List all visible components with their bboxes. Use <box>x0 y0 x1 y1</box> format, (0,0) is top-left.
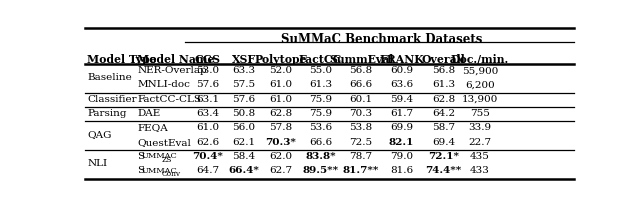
Text: S: S <box>137 152 144 161</box>
Text: 13,900: 13,900 <box>461 95 498 104</box>
Text: QAG: QAG <box>88 131 112 139</box>
Text: FEQA: FEQA <box>137 123 168 132</box>
Text: 62.7: 62.7 <box>269 166 292 175</box>
Text: XSF: XSF <box>232 54 256 65</box>
Text: Model Name: Model Name <box>137 54 214 65</box>
Text: 63.3: 63.3 <box>232 66 255 75</box>
Text: 63.4: 63.4 <box>196 109 220 118</box>
Text: 62.6: 62.6 <box>196 138 220 147</box>
Text: 58.4: 58.4 <box>232 152 255 161</box>
Text: 55.0: 55.0 <box>309 66 332 75</box>
Text: 75.9: 75.9 <box>309 109 332 118</box>
Text: 61.7: 61.7 <box>390 109 413 118</box>
Text: 70.3*: 70.3* <box>266 138 296 147</box>
Text: 22.7: 22.7 <box>468 138 492 147</box>
Text: 69.9: 69.9 <box>390 123 413 132</box>
Text: Parsing: Parsing <box>88 109 127 118</box>
Text: 62.1: 62.1 <box>232 138 255 147</box>
Text: 63.1: 63.1 <box>196 95 220 104</box>
Text: S: S <box>137 166 144 175</box>
Text: 62.8: 62.8 <box>269 109 292 118</box>
Text: 61.0: 61.0 <box>269 80 292 89</box>
Text: 33.9: 33.9 <box>468 123 492 132</box>
Text: 56.0: 56.0 <box>232 123 255 132</box>
Text: 61.0: 61.0 <box>196 123 220 132</box>
Text: 78.7: 78.7 <box>349 152 372 161</box>
Text: 59.4: 59.4 <box>390 95 413 104</box>
Text: NER-Overlap: NER-Overlap <box>137 66 207 75</box>
Text: ZS: ZS <box>162 156 172 164</box>
Text: 83.8*: 83.8* <box>305 152 336 161</box>
Text: 62.8: 62.8 <box>432 95 455 104</box>
Text: 57.6: 57.6 <box>196 80 220 89</box>
Text: 62.0: 62.0 <box>269 152 292 161</box>
Text: 60.1: 60.1 <box>349 95 372 104</box>
Text: 69.4: 69.4 <box>432 138 455 147</box>
Text: 66.6: 66.6 <box>309 138 332 147</box>
Text: FRANK: FRANK <box>379 54 424 65</box>
Text: 66.4*: 66.4* <box>228 166 259 175</box>
Text: 58.7: 58.7 <box>432 123 455 132</box>
Text: Polytope: Polytope <box>255 54 307 65</box>
Text: 61.3: 61.3 <box>432 80 455 89</box>
Text: CGS: CGS <box>195 54 221 65</box>
Text: Baseline: Baseline <box>88 73 132 82</box>
Text: DAE: DAE <box>137 109 160 118</box>
Text: UMMAC: UMMAC <box>142 167 178 175</box>
Text: 64.7: 64.7 <box>196 166 220 175</box>
Text: FactCC-CLS: FactCC-CLS <box>137 95 201 104</box>
Text: 433: 433 <box>470 166 490 175</box>
Text: 79.0: 79.0 <box>390 152 413 161</box>
Text: 61.3: 61.3 <box>309 80 332 89</box>
Text: 82.1: 82.1 <box>388 138 414 147</box>
Text: UMMAC: UMMAC <box>142 153 178 161</box>
Text: 50.8: 50.8 <box>232 109 255 118</box>
Text: 6,200: 6,200 <box>465 80 495 89</box>
Text: 74.4**: 74.4** <box>426 166 461 175</box>
Text: 72.5: 72.5 <box>349 138 372 147</box>
Text: Classifier: Classifier <box>88 95 137 104</box>
Text: 66.6: 66.6 <box>349 80 372 89</box>
Text: 57.5: 57.5 <box>232 80 255 89</box>
Text: NLI: NLI <box>88 159 108 168</box>
Text: 55,900: 55,900 <box>461 66 498 75</box>
Text: 435: 435 <box>470 152 490 161</box>
Text: 57.8: 57.8 <box>269 123 292 132</box>
Text: 56.8: 56.8 <box>349 66 372 75</box>
Text: 72.1*: 72.1* <box>428 152 459 161</box>
Text: SummEval: SummEval <box>329 54 393 65</box>
Text: QuestEval: QuestEval <box>137 138 191 147</box>
Text: 64.2: 64.2 <box>432 109 455 118</box>
Text: 70.3: 70.3 <box>349 109 372 118</box>
Text: 57.6: 57.6 <box>232 95 255 104</box>
Text: 75.9: 75.9 <box>309 95 332 104</box>
Text: Overall: Overall <box>422 54 465 65</box>
Text: Doc./min.: Doc./min. <box>451 54 509 65</box>
Text: Model Type: Model Type <box>88 54 157 65</box>
Text: 61.0: 61.0 <box>269 95 292 104</box>
Text: MNLI-doc: MNLI-doc <box>137 80 190 89</box>
Text: 81.6: 81.6 <box>390 166 413 175</box>
Text: 56.8: 56.8 <box>432 66 455 75</box>
Text: FactCC: FactCC <box>299 54 342 65</box>
Text: SuMMaC Benchmark Datasets: SuMMaC Benchmark Datasets <box>280 33 482 46</box>
Text: 60.9: 60.9 <box>390 66 413 75</box>
Text: 63.6: 63.6 <box>390 80 413 89</box>
Text: Conv: Conv <box>162 170 181 178</box>
Text: 89.5**: 89.5** <box>303 166 339 175</box>
Text: 70.4*: 70.4* <box>192 152 223 161</box>
Text: 53.6: 53.6 <box>309 123 332 132</box>
Text: 53.8: 53.8 <box>349 123 372 132</box>
Text: 53.0: 53.0 <box>196 66 220 75</box>
Text: 81.7**: 81.7** <box>343 166 379 175</box>
Text: 755: 755 <box>470 109 490 118</box>
Text: 52.0: 52.0 <box>269 66 292 75</box>
